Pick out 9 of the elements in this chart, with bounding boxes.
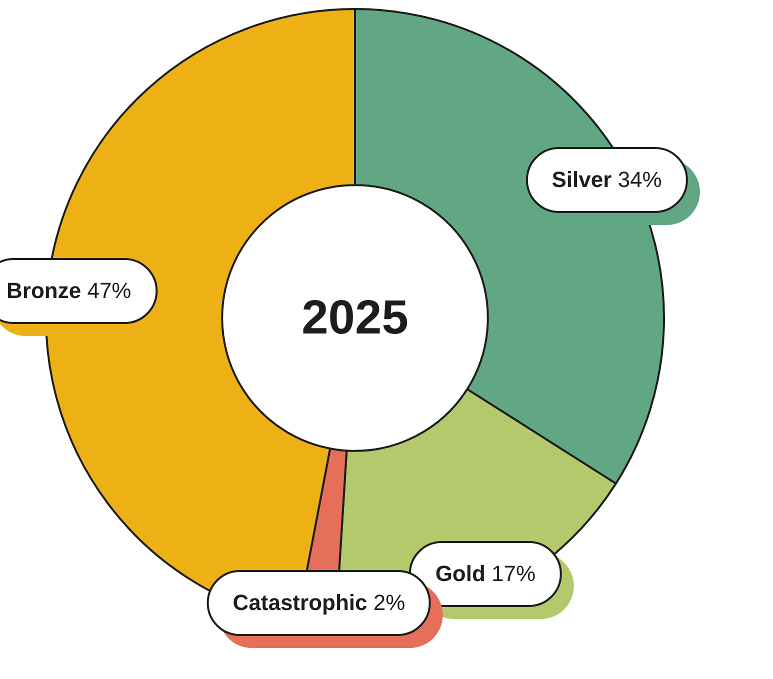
slice-label: Gold bbox=[435, 561, 486, 586]
slice-label: Catastrophic bbox=[232, 590, 368, 616]
slice-label: Silver bbox=[552, 166, 612, 192]
data-label: 47% bbox=[87, 278, 132, 303]
data-label: 17% bbox=[492, 561, 536, 586]
text: 2025 bbox=[302, 290, 408, 346]
data-label: 34% bbox=[618, 166, 662, 192]
slice-label: Bronze bbox=[6, 278, 82, 303]
data-label: 2% bbox=[373, 590, 406, 616]
